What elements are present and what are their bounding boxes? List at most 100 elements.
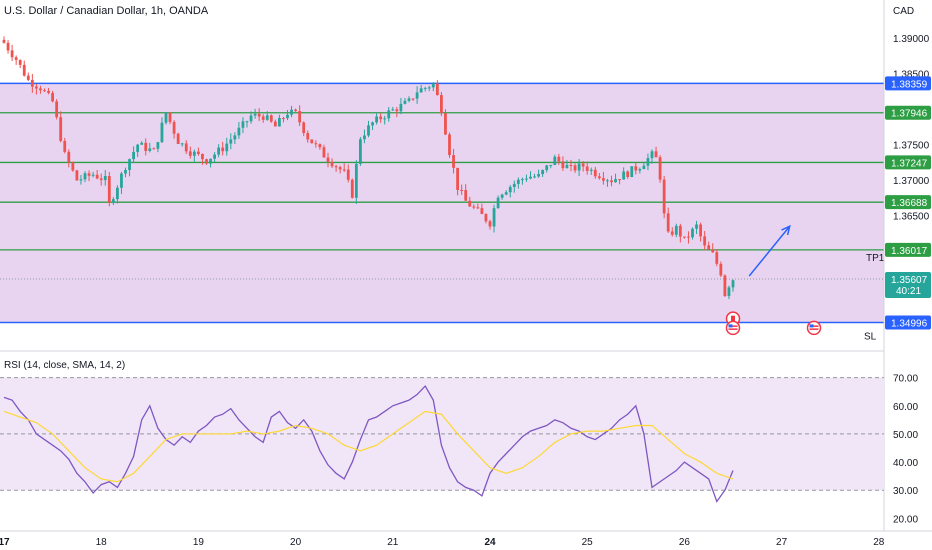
level-label-box bbox=[885, 242, 931, 257]
candle-body bbox=[435, 83, 439, 96]
candle-body bbox=[261, 116, 265, 120]
candle-body bbox=[55, 101, 59, 118]
candle-body bbox=[662, 179, 666, 214]
candle-body bbox=[35, 86, 38, 89]
candle-body bbox=[176, 133, 180, 144]
candle-body bbox=[719, 263, 723, 276]
candle-body bbox=[265, 115, 269, 120]
candle-body bbox=[618, 179, 621, 181]
candle-body bbox=[326, 157, 330, 162]
candle-body bbox=[278, 118, 281, 127]
candle-body bbox=[99, 178, 103, 181]
candle-body bbox=[217, 147, 221, 155]
candle-body bbox=[541, 170, 545, 175]
candle-body bbox=[318, 144, 322, 148]
candle-body bbox=[132, 151, 135, 160]
level-label-box bbox=[885, 76, 931, 91]
candle-body bbox=[192, 151, 196, 156]
candle-body bbox=[253, 113, 257, 116]
candle-body bbox=[26, 75, 30, 80]
price-axis[interactable]: CAD 1.390001.385001.380001.375001.370001… bbox=[885, 6, 931, 330]
rsi-tick-label: 20.00 bbox=[893, 514, 918, 525]
time-tick-label: 25 bbox=[582, 537, 594, 548]
candle-body bbox=[290, 109, 293, 115]
candle-body bbox=[460, 189, 464, 191]
candle-body bbox=[411, 98, 415, 100]
rsi-title: RSI (14, close, SMA, 14, 2) bbox=[4, 360, 125, 371]
candle-body bbox=[508, 186, 512, 193]
candle-body bbox=[537, 174, 540, 177]
level-label: 1.37946 bbox=[891, 109, 928, 120]
candle-body bbox=[456, 167, 459, 190]
candle-body bbox=[512, 183, 516, 187]
rsi-ma-line bbox=[3, 410, 734, 483]
trend-arrow bbox=[748, 225, 791, 277]
candle-body bbox=[431, 83, 435, 88]
candle-body bbox=[630, 166, 634, 178]
maple-mark bbox=[731, 315, 735, 322]
candle-body bbox=[727, 287, 731, 296]
candle-body bbox=[14, 57, 18, 60]
candle-body bbox=[622, 171, 626, 180]
candle-body bbox=[488, 221, 492, 227]
time-tick-label: 20 bbox=[290, 537, 302, 548]
candle-body bbox=[148, 148, 152, 151]
level-label-box bbox=[885, 195, 931, 210]
candle-body bbox=[387, 110, 391, 119]
candle-body bbox=[399, 103, 403, 112]
rsi-pane[interactable] bbox=[0, 377, 884, 503]
candle-body bbox=[444, 113, 447, 135]
candle-body bbox=[553, 156, 557, 165]
candle-body bbox=[152, 148, 156, 150]
us-flag-icon bbox=[725, 320, 741, 336]
level-label: 1.36017 bbox=[891, 246, 928, 257]
candle-body bbox=[674, 225, 678, 235]
candle-body bbox=[367, 125, 370, 136]
candle-body bbox=[371, 122, 374, 126]
candle-body bbox=[472, 206, 476, 208]
candle-body bbox=[533, 176, 536, 178]
us-flag-icon bbox=[806, 320, 822, 336]
candle-body bbox=[427, 87, 431, 89]
candle-body bbox=[695, 224, 698, 229]
candle-body bbox=[573, 165, 577, 171]
candle-body bbox=[346, 169, 350, 180]
candle-body bbox=[577, 163, 581, 171]
candle-body bbox=[103, 176, 107, 181]
candle-body bbox=[521, 179, 524, 181]
candle-body bbox=[209, 158, 212, 164]
time-axis[interactable]: 17 18 19 20 21 24 25 26 27 28 bbox=[0, 537, 885, 548]
flag-stripe bbox=[728, 325, 738, 327]
last-price-box bbox=[885, 272, 931, 299]
candle-body bbox=[496, 197, 500, 209]
candle-body bbox=[95, 174, 99, 179]
candle-body bbox=[229, 139, 233, 144]
candlestick-series bbox=[2, 36, 735, 300]
candle-body bbox=[338, 167, 342, 170]
flag-canton bbox=[728, 324, 733, 328]
candle-body bbox=[597, 176, 601, 179]
candle-body bbox=[124, 169, 127, 174]
candle-body bbox=[707, 245, 711, 250]
countdown-label: 40:21 bbox=[896, 286, 921, 297]
level-label: 1.36688 bbox=[891, 198, 928, 209]
candle-body bbox=[71, 162, 75, 171]
candle-body bbox=[403, 100, 407, 104]
candle-body bbox=[731, 280, 735, 288]
rsi-axis[interactable]: 70.00 60.00 50.00 40.00 30.00 20.00 bbox=[893, 374, 918, 526]
candle-body bbox=[602, 178, 605, 181]
candle-body bbox=[391, 109, 395, 111]
price-pane[interactable]: TP1 SL bbox=[0, 36, 885, 343]
candle-body bbox=[658, 157, 662, 180]
chart-title: U.S. Dollar / Canadian Dollar, 1h, OANDA bbox=[4, 5, 209, 17]
time-tick-label: 28 bbox=[873, 537, 885, 548]
candle-body bbox=[120, 173, 123, 188]
candle-body bbox=[626, 171, 630, 178]
rsi-tick-label: 60.00 bbox=[893, 402, 918, 413]
level-label: 1.38359 bbox=[891, 79, 928, 90]
candle-body bbox=[22, 64, 26, 76]
candle-body bbox=[504, 192, 508, 195]
candle-body bbox=[383, 118, 387, 120]
candle-body bbox=[269, 115, 273, 122]
